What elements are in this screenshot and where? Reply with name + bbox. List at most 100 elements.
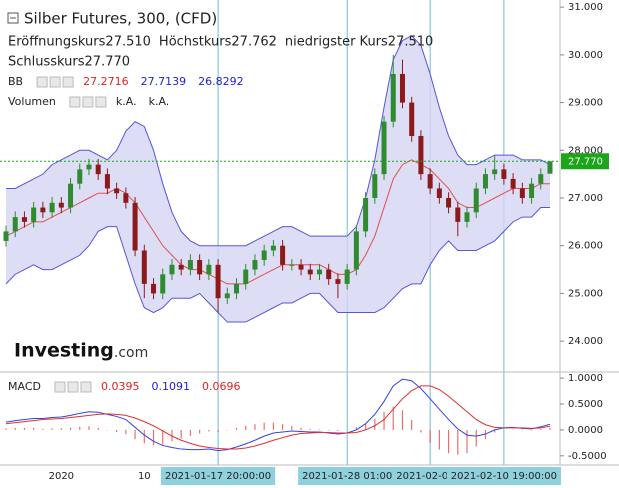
macd-y-tick-label: 0.5000 (568, 399, 603, 410)
plot (0, 0, 560, 465)
candle-body (31, 207, 37, 222)
candle-body (510, 178, 516, 189)
y-tick-label: 29.000 (568, 98, 603, 109)
ohlc-value: 27.762 (231, 35, 277, 50)
x-tick-label: 2020 (49, 471, 74, 482)
indicator-label: Volumen (8, 95, 56, 108)
candle-body (455, 207, 461, 222)
candle-body (446, 198, 452, 208)
candle-body (178, 264, 184, 270)
indicator-icon (95, 96, 107, 108)
candle-body (114, 188, 120, 194)
candle-body (399, 73, 405, 103)
x-label-box (160, 467, 276, 485)
indicator-label: BB (8, 75, 23, 88)
bollinger-lower (5, 207, 550, 323)
candle-body (529, 183, 535, 199)
candle-body (427, 174, 433, 189)
last-price-tag (561, 153, 609, 170)
candle-body (280, 245, 286, 265)
candle-body (141, 250, 147, 284)
candle-body (104, 174, 110, 189)
indicator-icon (80, 381, 92, 393)
ohlc-label: Höchstkurs (159, 35, 232, 50)
indicator-icon (82, 96, 94, 108)
indicator-icon (67, 381, 79, 393)
candle-body (501, 169, 507, 179)
candle-body (409, 102, 415, 136)
candle-body (482, 174, 488, 189)
candle-body (252, 260, 258, 270)
candle-body (335, 279, 341, 284)
x-tick-label: 2021-02-10 19:00:00 (451, 471, 557, 482)
ohlc-value: 27.510 (388, 35, 434, 50)
candle-body (326, 269, 332, 280)
candle-body (492, 169, 498, 175)
y-tick-label: 26.000 (568, 241, 603, 252)
candle-body (187, 260, 193, 270)
candle-body (316, 269, 322, 275)
candle-body (344, 269, 350, 284)
candle-body (270, 245, 276, 251)
candle-body (58, 202, 64, 208)
legend: Silber Futures, 300, (CFD) Eröffnungskur… (7, 10, 434, 393)
indicator-icon (54, 381, 66, 393)
indicator-value: 27.7139 (141, 75, 187, 88)
candle-body (206, 264, 212, 275)
indicator-icon (62, 76, 74, 88)
candle-body (86, 164, 92, 170)
y-tick-label: 24.000 (568, 336, 603, 347)
candle-body (215, 264, 221, 299)
candle-body (390, 73, 396, 122)
x-label-box (298, 467, 397, 485)
last-price-label: 27.770 (568, 156, 603, 167)
candle-body (353, 231, 359, 270)
indicator-value: k.A. (149, 95, 170, 108)
candle-body (289, 264, 295, 266)
candle-body (307, 269, 313, 275)
candle-body (3, 231, 9, 241)
candle-body (261, 250, 267, 261)
ohlc-value: 27.770 (85, 55, 131, 70)
candle-body (381, 121, 387, 175)
candle-body (464, 212, 470, 222)
y-tick-label: 31.000 (568, 2, 603, 13)
y-tick-label: 28.000 (568, 145, 603, 156)
indicator-icon (36, 76, 48, 88)
candle-body (77, 169, 83, 184)
candle-body (418, 135, 424, 175)
candle-body (160, 274, 166, 294)
macd-y-tick-label: 1.0000 (568, 373, 603, 384)
indicator-icon (69, 96, 81, 108)
candle-body (234, 283, 240, 294)
macd-y-tick-label: 0.0000 (568, 425, 603, 436)
candle-body (132, 202, 138, 251)
candle-body (21, 217, 27, 222)
candle-body (49, 202, 55, 213)
macd-line (5, 378, 551, 452)
indicator-value: k.A. (116, 95, 137, 108)
ohlc-label: Schlusskurs (8, 55, 85, 70)
signal-line (5, 385, 551, 450)
candle-body (243, 269, 249, 284)
candle-body (363, 198, 369, 232)
y-tick-label: 30.000 (568, 50, 603, 61)
x-tick-label: 2021-02-04 0 (396, 471, 464, 482)
logo-brand: Investing (14, 340, 114, 362)
ohlc-value: 27.510 (105, 35, 151, 50)
candle-body (151, 283, 157, 294)
title: Silber Futures, 300, (CFD) (24, 10, 217, 28)
candle-body (68, 183, 74, 208)
logo-suffix: .com (114, 345, 148, 361)
bollinger-upper (6, 35, 551, 247)
collapse-icon[interactable] (7, 12, 19, 24)
candle-body (197, 260, 203, 275)
x-tick-label: 2021-01-28 01:00 (302, 471, 392, 482)
ohlc-label: Eröffnungskurs (8, 35, 106, 50)
indicator-icon (49, 76, 61, 88)
candle-body (436, 188, 442, 199)
candle-body (372, 174, 378, 199)
y-tick-label: 25.000 (568, 288, 603, 299)
x-tick-label: 10 (138, 471, 151, 482)
